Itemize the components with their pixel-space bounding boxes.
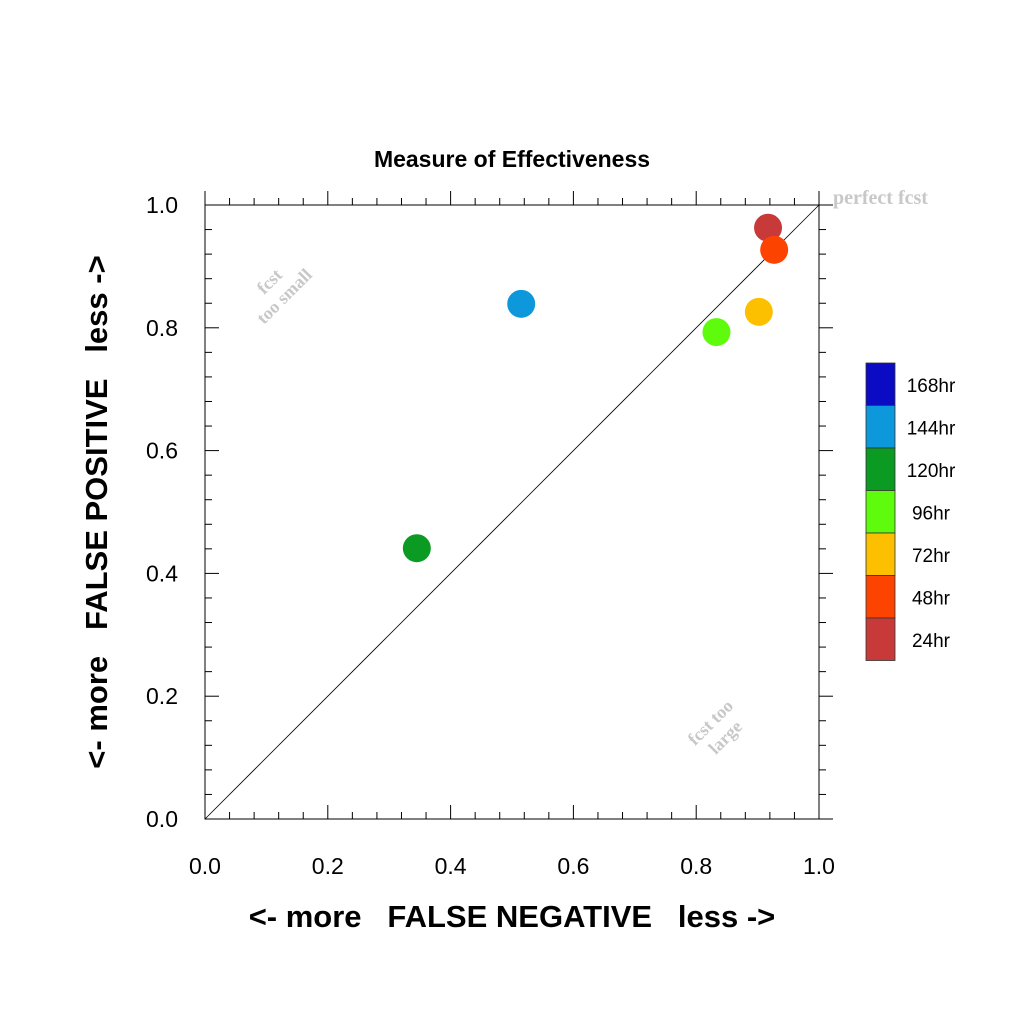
data-points: [402, 213, 789, 563]
legend-swatch-48hr: [865, 575, 896, 619]
plot-area: [204, 204, 820, 820]
y-tick-label: 0.2: [146, 683, 178, 709]
x-tick-label: 0.0: [189, 853, 221, 879]
legend-swatch-96hr: [865, 490, 896, 534]
x-tick-label: 0.6: [557, 853, 589, 879]
y-axis-label: <- more FALSE POSITIVE less ->: [79, 255, 114, 768]
axis-ticks: [204, 191, 833, 820]
x-axis-label: <- more FALSE NEGATIVE less ->: [249, 899, 776, 934]
y-tick-label: 0.4: [146, 560, 178, 586]
x-tick-label: 0.4: [435, 853, 467, 879]
perfect-forecast-annotation: perfect fcst: [833, 187, 928, 209]
y-tick-label: 0.6: [146, 438, 178, 464]
plot-border: [204, 204, 820, 820]
legend-label-144hr: 144hr: [907, 419, 956, 440]
legend-swatch-144hr: [865, 405, 896, 449]
point-96hr: [702, 318, 731, 347]
legend-label-96hr: 96hr: [912, 504, 951, 525]
x-tick-labels: 0.0 0.2 0.4 0.6 0.8 1.0: [189, 853, 835, 879]
y-tick-label: 0.8: [146, 315, 178, 341]
point-72hr: [744, 297, 773, 326]
x-tick-label: 0.2: [312, 853, 344, 879]
y-tick-labels: 0.0 0.2 0.4 0.6 0.8 1.0: [146, 192, 178, 832]
legend-swatch-72hr: [865, 532, 896, 576]
too-large-annotation: fcst too large: [684, 696, 746, 758]
point-48hr: [760, 235, 789, 264]
point-144hr: [507, 289, 536, 318]
x-tick-label: 1.0: [803, 853, 835, 879]
legend-swatch-120hr: [865, 447, 896, 491]
legend-label-24hr: 24hr: [912, 631, 951, 652]
legend-label-48hr: 48hr: [912, 589, 951, 610]
legend-label-120hr: 120hr: [907, 461, 956, 482]
perfect-forecast-diagonal: [204, 204, 820, 820]
chart-title: Measure of Effectiveness: [374, 146, 650, 172]
point-120hr: [402, 534, 431, 563]
legend-label-168hr: 168hr: [907, 376, 956, 397]
too-small-annotation: fcst too small: [253, 265, 316, 328]
y-tick-label: 1.0: [146, 192, 178, 218]
legend: 168hr 144hr 120hr 96hr 72hr 48hr 24hr: [865, 362, 956, 661]
legend-swatch-168hr: [865, 362, 896, 406]
x-tick-label: 0.8: [680, 853, 712, 879]
y-tick-label: 0.0: [146, 806, 178, 832]
legend-swatch-24hr: [865, 617, 896, 661]
legend-label-72hr: 72hr: [912, 546, 951, 567]
point-24hr: [754, 213, 783, 242]
